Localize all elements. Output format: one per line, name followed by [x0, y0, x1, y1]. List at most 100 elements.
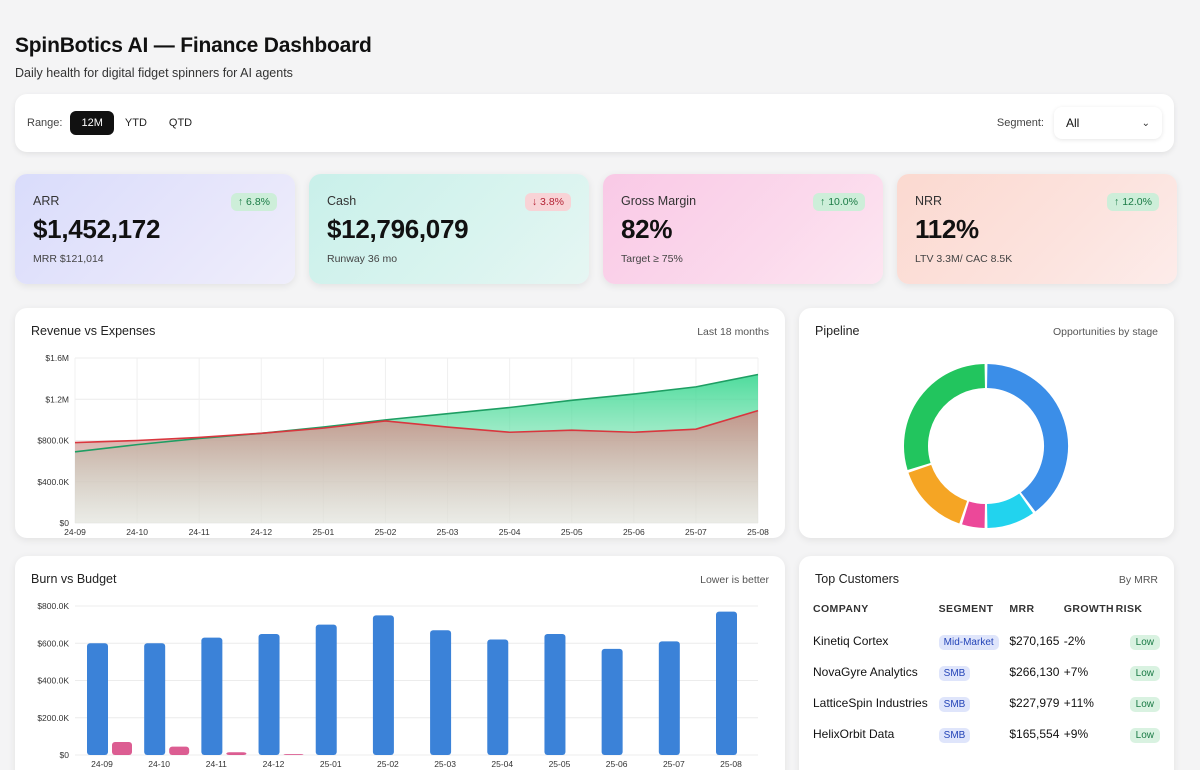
card-note: Opportunities by stage	[1052, 326, 1158, 338]
range-ytd-button[interactable]: YTD	[124, 117, 147, 129]
burn-bar	[372, 615, 394, 755]
expenses-area	[75, 410, 758, 523]
card-title: Burn vs Budget	[31, 572, 117, 586]
column-header-company: COMPANY	[813, 603, 869, 615]
kpi-value: $1,452,172	[33, 214, 161, 244]
page-header: SpinBotics AI — Finance Dashboard Daily …	[15, 34, 372, 80]
donut-slice	[908, 464, 968, 524]
x-tick-label: 24-12	[250, 527, 272, 537]
kpi-value: $12,796,079	[327, 214, 469, 244]
pipeline-donut-chart	[904, 364, 1068, 528]
segment-pill: SMB	[938, 666, 971, 681]
burn-bar	[430, 630, 452, 755]
x-tick-label: 25-01	[320, 759, 342, 769]
burn-budget-card: Burn vs Budget Lower is better $0 $200.0K…	[15, 556, 785, 770]
range-qtd-button[interactable]: QTD	[168, 117, 193, 129]
kpi-label: ARR	[33, 194, 60, 208]
kpi-label: NRR	[915, 194, 943, 208]
table-row[interactable]: HelixOrbit Data SMB $165,554 +9% Low	[813, 720, 1160, 751]
card-title: Top Customers	[815, 572, 900, 586]
company-cell: LatticeSpin Industries	[813, 696, 928, 710]
burn-bar	[201, 637, 223, 755]
page-title: SpinBotics AI — Finance Dashboard	[15, 34, 372, 57]
kpi-subtext: Runway 36 mo	[327, 253, 398, 265]
kpi-label: Gross Margin	[621, 194, 697, 208]
x-tick-label: 25-06	[623, 527, 645, 537]
expenses-line	[74, 409, 759, 444]
mrr-cell: $227,979	[1009, 696, 1060, 710]
segment-pill: SMB	[938, 697, 971, 712]
x-tick-label: 24-12	[263, 759, 285, 769]
range-12m-button[interactable]: 12M	[70, 111, 114, 135]
top-customers-card: Top Customers By MRR COMPANY SEGMENT MRR…	[799, 556, 1174, 770]
burn-bar	[87, 643, 108, 755]
kpi-subtext: MRR $121,014	[33, 253, 104, 265]
budget-bar	[112, 741, 132, 755]
pipeline-card: Pipeline Opportunities by stage	[799, 308, 1174, 538]
x-tick-label: 25-05	[561, 527, 583, 537]
table-row[interactable]: Kinetiq Cortex Mid-Market $270,165 -2% L…	[813, 627, 1160, 658]
burn-bar	[144, 643, 166, 755]
x-tick-label: 25-01	[312, 527, 334, 537]
chevron-down-icon: ⌄	[1141, 117, 1150, 129]
card-note: Lower is better	[700, 574, 769, 586]
y-tick-label: $400.0K	[37, 676, 69, 686]
table-header-row: COMPANY SEGMENT MRR GROWTH RISK	[813, 603, 1160, 627]
x-tick-label: 25-08	[720, 759, 742, 769]
kpi-subtext: Target ≥ 75%	[621, 253, 683, 265]
x-tick-label: 25-03	[434, 759, 456, 769]
risk-pill: Low	[1129, 728, 1160, 743]
donut-slice	[904, 364, 986, 470]
burn-bar	[601, 648, 623, 755]
kpi-card-nrr: NRR 112% LTV 3.3M/ CAC 8.5K ↑ 12.0%	[897, 174, 1177, 284]
kpi-trend-badge: ↑ 10.0%	[813, 193, 865, 211]
y-tick-label: $200.0K	[37, 713, 69, 723]
segment-filter: Segment: All ⌄	[997, 107, 1162, 139]
card-note: By MRR	[1118, 574, 1158, 586]
column-header-mrr: MRR	[1009, 603, 1035, 615]
y-tick-label: $800.0K	[37, 436, 69, 446]
growth-cell: +9%	[1063, 727, 1089, 741]
burn-bar	[315, 624, 337, 755]
column-header-growth: GROWTH	[1063, 603, 1115, 615]
segment-select-value: All	[1066, 116, 1080, 130]
budget-bar	[283, 754, 304, 755]
y-tick-label: $1.6M	[45, 353, 69, 363]
kpi-value: 82%	[621, 214, 673, 244]
x-tick-label: 25-02	[375, 527, 397, 537]
burn-bar	[544, 633, 566, 755]
segment-pill: SMB	[938, 728, 971, 743]
kpi-card-arr: ARR $1,452,172 MRR $121,014 ↑ 6.8%	[15, 174, 295, 284]
kpi-trend-badge: ↑ 6.8%	[230, 193, 277, 211]
burn-bar	[658, 641, 680, 755]
column-header-segment: SEGMENT	[938, 603, 994, 615]
budget-bar	[169, 746, 190, 755]
segment-select[interactable]: All ⌄	[1054, 107, 1162, 139]
company-cell: NovaGyre Analytics	[813, 665, 918, 679]
x-tick-label: 25-05	[549, 759, 571, 769]
mrr-cell: $165,554	[1009, 727, 1060, 741]
kpi-label: Cash	[327, 194, 357, 208]
y-tick-label: $0	[60, 518, 70, 528]
table-row[interactable]: LatticeSpin Industries SMB $227,979 +11%…	[813, 689, 1160, 720]
kpi-card-cash: Cash $12,796,079 Runway 36 mo ↓ 3.8%	[309, 174, 589, 284]
x-tick-label: 25-04	[491, 759, 513, 769]
y-tick-label: $800.0K	[37, 601, 69, 611]
page-subtitle: Daily health for digital fidget spinners…	[15, 66, 293, 80]
risk-pill: Low	[1129, 666, 1160, 681]
donut-slice	[962, 501, 986, 528]
mrr-cell: $266,130	[1009, 665, 1060, 679]
segment-label: Segment:	[996, 117, 1044, 129]
card-note: Last 18 months	[697, 326, 769, 338]
kpi-value: 112%	[915, 214, 979, 244]
table-row[interactable]: NovaGyre Analytics SMB $266,130 +7% Low	[813, 658, 1160, 689]
x-tick-label: 24-11	[206, 759, 227, 769]
y-tick-label: $1.2M	[45, 394, 69, 404]
growth-cell: +11%	[1063, 696, 1094, 710]
x-tick-label: 25-08	[747, 527, 769, 537]
risk-pill: Low	[1129, 635, 1160, 650]
growth-cell: -2%	[1063, 634, 1086, 648]
burn-budget-chart: $0 $200.0K $400.0K $600.0K $800.0K 24-09 24-10…	[37, 601, 758, 769]
segment-pill: Mid-Market	[938, 635, 999, 650]
company-cell: HelixOrbit Data	[813, 727, 895, 741]
